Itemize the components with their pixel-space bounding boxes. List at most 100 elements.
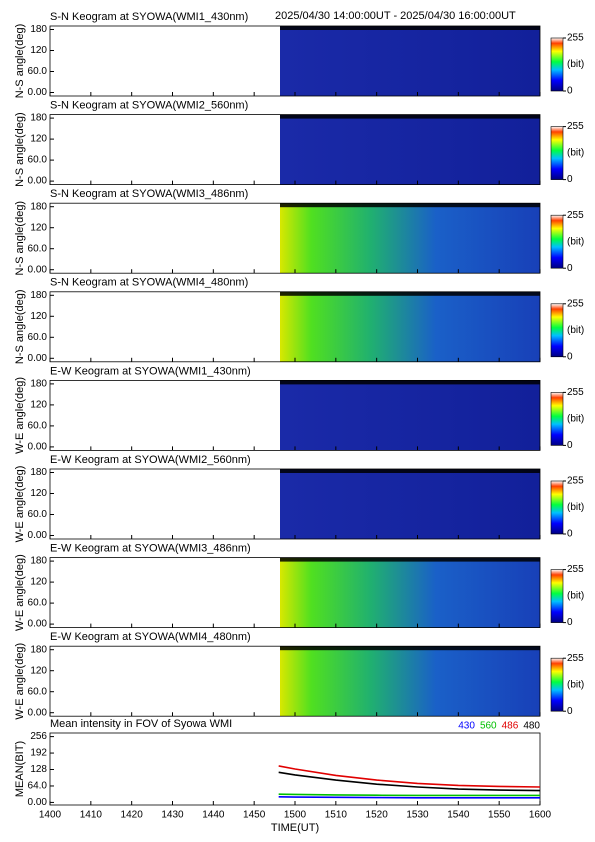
keogram-image	[280, 557, 540, 628]
panel-title: E-W Keogram at SYOWA(WMI2_560nm)	[50, 454, 251, 466]
x-tick-label: 1600	[529, 810, 552, 821]
legend-entry: 486	[502, 721, 519, 732]
colorbar-tick-label: 0	[567, 440, 573, 451]
keogram-edge	[280, 114, 540, 119]
legend-entry: 560	[480, 721, 497, 732]
keogram-image	[280, 291, 540, 362]
y-tick-label: 180	[30, 556, 47, 567]
panel-title: Mean intensity in FOV of Syowa WMI	[50, 718, 232, 730]
y-tick-label: 60.0	[28, 243, 48, 254]
keogram-edge	[280, 646, 540, 651]
y-tick-label: 180	[30, 467, 47, 478]
colorbar-tick-label: 0	[567, 174, 573, 185]
panel-title: S-N Keogram at SYOWA(WMI3_486nm)	[50, 188, 248, 200]
colorbar-label: (bit)	[567, 414, 584, 425]
colorbar	[550, 480, 564, 535]
y-tick-label: 120	[30, 488, 47, 499]
colorbar-tick-label: 0	[567, 351, 573, 362]
colorbar-tick-label: 0	[567, 86, 573, 97]
colorbar-label: (bit)	[567, 325, 584, 336]
colorbar-tick-label: 255	[567, 476, 584, 487]
y-tick-label: 192	[30, 748, 47, 759]
y-tick-label: 120	[30, 400, 47, 411]
colorbar-tick-label: 255	[567, 298, 584, 309]
panel-title: E-W Keogram at SYOWA(WMI1_430nm)	[50, 365, 251, 377]
y-tick-label: 180	[30, 644, 47, 655]
series-line	[278, 793, 540, 797]
panel-title: E-W Keogram at SYOWA(WMI4_480nm)	[50, 631, 251, 643]
y-axis-label: W-E angle(deg)	[14, 377, 26, 454]
colorbar-tick-label: 255	[567, 387, 584, 398]
colorbar-tick-label: 0	[567, 529, 573, 540]
colorbar	[550, 303, 564, 358]
keogram-image	[280, 26, 540, 96]
colorbar	[550, 126, 564, 180]
y-tick-label: 120	[30, 45, 47, 56]
colorbar	[550, 214, 564, 269]
y-tick-label: 0.00	[28, 264, 48, 275]
y-axis-label: W-E angle(deg)	[14, 554, 26, 631]
colorbar-label: (bit)	[567, 236, 584, 247]
y-tick-label: 0.00	[28, 353, 48, 364]
legend-entry: 480	[523, 721, 540, 732]
keogram-image	[280, 469, 540, 539]
y-tick-label: 60.0	[28, 332, 48, 343]
x-tick-label: 1430	[161, 810, 184, 821]
x-tick-label: 1410	[80, 810, 103, 821]
colorbar	[550, 657, 564, 712]
x-tick-label: 1510	[325, 810, 348, 821]
y-tick-label: 256	[30, 731, 47, 742]
y-axis-label: W-E angle(deg)	[14, 643, 26, 720]
y-tick-label: 60.0	[28, 598, 48, 609]
y-tick-label: 0.00	[28, 87, 48, 98]
keogram-image	[280, 646, 540, 717]
panel-title: S-N Keogram at SYOWA(WMI1_430nm)	[50, 11, 248, 23]
x-tick-label: 1400	[39, 810, 62, 821]
colorbar-tick-label: 255	[567, 121, 584, 132]
series-line	[278, 795, 540, 799]
y-axis-label: N-S angle(deg)	[14, 201, 26, 276]
y-tick-label: 120	[30, 222, 47, 233]
keogram-edge	[280, 203, 540, 208]
keogram-image	[280, 380, 540, 451]
y-tick-label: 0.00	[28, 442, 48, 453]
y-tick-label: 64.0	[28, 781, 48, 792]
x-tick-label: 1530	[406, 810, 429, 821]
colorbar-tick-label: 255	[567, 653, 584, 664]
y-tick-label: 0.00	[28, 530, 48, 541]
keogram-edge	[280, 469, 540, 473]
x-tick-label: 1500	[284, 810, 307, 821]
colorbar-label: (bit)	[567, 502, 584, 513]
colorbar-tick-label: 255	[567, 564, 584, 575]
y-tick-label: 0.00	[28, 797, 48, 808]
y-tick-label: 0.00	[28, 176, 48, 187]
x-tick-label: 1420	[121, 810, 144, 821]
y-axis-label: N-S angle(deg)	[14, 112, 26, 187]
y-tick-label: 180	[30, 379, 47, 390]
colorbar	[550, 569, 564, 623]
x-tick-label: 1550	[488, 810, 511, 821]
keogram-edge	[280, 26, 540, 30]
legend-entry: 430	[458, 721, 475, 732]
y-tick-label: 60.0	[28, 155, 48, 166]
keogram-edge	[280, 380, 540, 385]
y-tick-label: 60.0	[28, 66, 48, 77]
keogram-edge	[280, 291, 540, 296]
y-tick-label: 120	[30, 134, 47, 145]
y-tick-label: 120	[30, 577, 47, 588]
y-tick-label: 120	[30, 311, 47, 322]
x-axis-label: TIME(UT)	[271, 822, 319, 834]
y-tick-label: 180	[30, 113, 47, 124]
keogram-edge	[280, 557, 540, 562]
y-tick-label: 0.00	[28, 619, 48, 630]
series-line	[278, 771, 541, 792]
panel-title: S-N Keogram at SYOWA(WMI2_560nm)	[50, 100, 248, 112]
colorbar-tick-label: 255	[567, 210, 584, 221]
colorbar-tick-label: 0	[567, 617, 573, 628]
colorbar	[550, 37, 564, 92]
y-axis-label: MEAN(BIT)	[14, 741, 26, 797]
x-tick-label: 1520	[366, 810, 389, 821]
y-axis-label: N-S angle(deg)	[14, 24, 26, 99]
keogram-image	[280, 114, 540, 185]
